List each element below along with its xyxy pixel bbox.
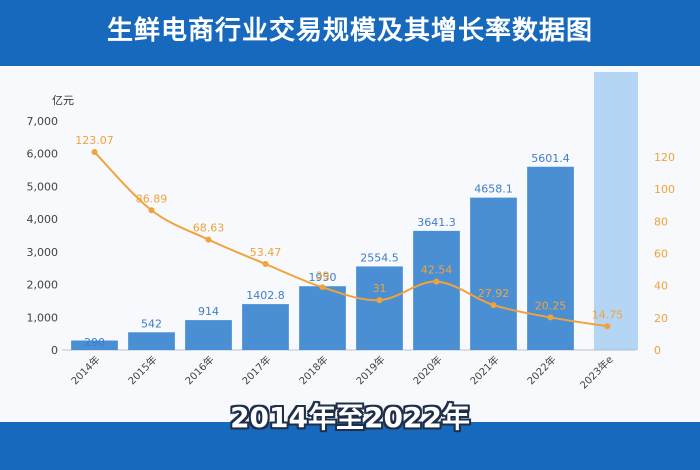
x-tick-label: 2015年	[125, 353, 159, 387]
y-tick-label-right: 0	[654, 344, 661, 357]
bar	[356, 266, 403, 350]
line-value-label: 123.07	[75, 134, 114, 147]
line-value-label: 86.89	[136, 192, 168, 205]
y-tick-label-left: 2,000	[27, 279, 59, 292]
caption-subtitle: 2014年至2022年	[230, 401, 470, 434]
y-tick-label-left: 7,000	[27, 115, 59, 128]
bar	[242, 304, 289, 350]
line-value-label: 68.63	[193, 222, 225, 235]
title-banner: 生鲜电商行业交易规模及其增长率数据图	[0, 0, 700, 66]
x-tick-label: 2022年	[524, 353, 558, 387]
chart-area	[0, 66, 700, 422]
y-tick-label-left: 4,000	[27, 213, 59, 226]
bar-value-label: 4658.1	[474, 183, 513, 196]
bar	[185, 320, 232, 350]
line-point	[433, 278, 440, 285]
line-point	[547, 314, 554, 321]
line-point	[376, 297, 383, 304]
highlight-column	[594, 72, 638, 350]
x-tick-label: 2019年	[353, 353, 387, 387]
chart-title: 生鲜电商行业交易规模及其增长率数据图	[106, 16, 593, 46]
y-tick-label-right: 20	[654, 312, 668, 325]
x-tick-label: 2018年	[296, 353, 330, 387]
y-tick-label-left: 1,000	[27, 311, 59, 324]
bar-value-label: 2554.5	[360, 251, 399, 264]
line-value-label: 53.47	[250, 246, 282, 259]
bar-value-label: 1950	[309, 271, 337, 284]
y-tick-label-right: 60	[654, 248, 668, 261]
bottom-banner	[0, 422, 700, 470]
line-value-label: 27.92	[478, 287, 510, 300]
bar-value-label: 5601.4	[531, 152, 570, 165]
line-value-label: 20.25	[535, 299, 567, 312]
x-tick-label: 2017年	[239, 353, 273, 387]
y-tick-label-right: 80	[654, 215, 668, 228]
y-tick-label-left: 6,000	[27, 148, 59, 161]
growth-rate-line	[93, 151, 608, 328]
x-tick-label: 2014年	[68, 353, 102, 387]
bar-value-label: 914	[198, 305, 219, 318]
x-tick-label: 2023年e	[577, 353, 616, 392]
line-point	[490, 302, 497, 309]
line-point	[205, 236, 212, 243]
line-value-label: 42.54	[421, 264, 453, 277]
y-tick-label-right: 100	[654, 183, 675, 196]
line-value-label: 39	[316, 269, 330, 282]
line-point	[262, 261, 269, 268]
y-tick-label-right: 120	[654, 151, 675, 164]
x-tick-label: 2016年	[182, 353, 216, 387]
bar-value-label: 1402.8	[246, 289, 285, 302]
line-value-label: 31	[373, 282, 387, 295]
line-point	[604, 323, 611, 330]
bar	[71, 340, 118, 350]
y-tick-label-left: 3,000	[27, 246, 59, 259]
bar-value-label: 542	[141, 317, 162, 330]
line-value-label: 14.75	[592, 308, 624, 321]
bar	[413, 230, 460, 350]
y-axis-unit-label: 亿元	[52, 94, 74, 107]
line-point	[91, 149, 98, 156]
bar	[470, 197, 517, 350]
y-tick-label-left: 5,000	[27, 180, 59, 193]
bar	[527, 166, 574, 350]
bar-value-label: 290	[84, 336, 105, 349]
bar	[128, 332, 175, 350]
x-tick-label: 2020年	[410, 353, 444, 387]
line-point	[319, 284, 326, 291]
x-tick-label: 2021年	[467, 353, 501, 387]
bar-value-label: 3641.3	[417, 216, 456, 229]
bar	[299, 286, 346, 350]
y-tick-label-left: 0	[51, 344, 58, 357]
y-tick-label-right: 40	[654, 280, 668, 293]
line-point	[148, 207, 155, 214]
